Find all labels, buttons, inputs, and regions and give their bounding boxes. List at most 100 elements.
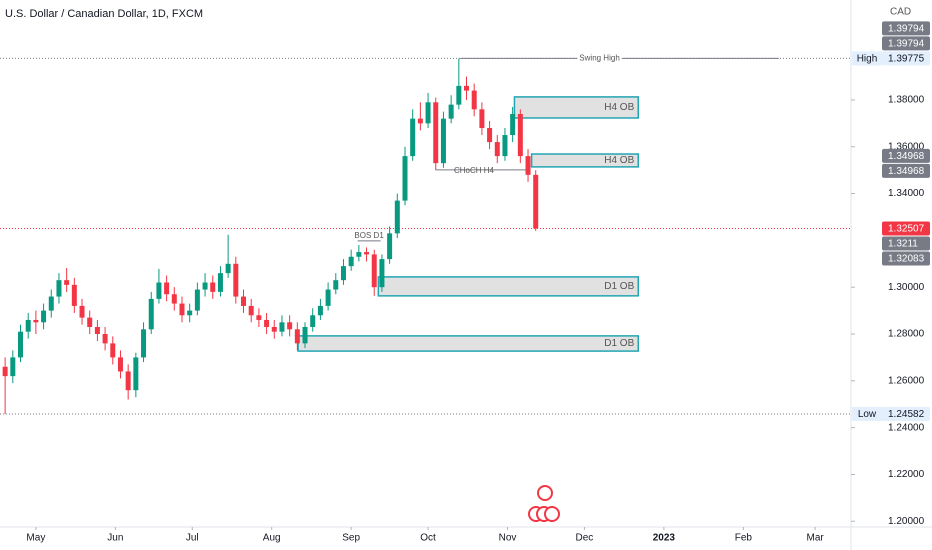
candle-body [364, 252, 370, 255]
price-badge-label: 1.39775 [888, 54, 925, 65]
candle-body [41, 310, 47, 323]
price-badge-label: 1.34968 [888, 166, 925, 177]
candle-body [410, 118, 416, 157]
x-tick-label: Aug [263, 533, 281, 544]
price-badge-label: 1.39794 [888, 39, 925, 50]
candle-body [279, 322, 285, 332]
candle-body [310, 315, 316, 327]
y-tick-label: 1.34000 [888, 188, 925, 199]
candle-body [202, 282, 208, 290]
order-block-label: D1 OB [604, 281, 634, 292]
candle-body [64, 280, 70, 285]
candle-body [18, 331, 24, 358]
candle-body [494, 142, 500, 157]
candle-body [325, 289, 331, 306]
candle-body [433, 102, 439, 164]
y-tick-label: 1.38000 [888, 95, 925, 106]
candle-body [340, 266, 346, 281]
candle-body [233, 263, 239, 297]
order-block [297, 335, 639, 352]
candle-body [10, 357, 16, 377]
candle-body [256, 315, 262, 320]
candle-body [533, 174, 539, 229]
candle-body [141, 329, 147, 358]
candle-body [148, 298, 154, 330]
candle-body [110, 343, 116, 358]
candle-body [271, 326, 277, 332]
badge-tag [852, 407, 882, 422]
x-tick-label: Dec [576, 533, 594, 544]
price-badge [882, 148, 930, 163]
x-tick-label: Jul [186, 533, 199, 544]
x-tick-label: Sep [342, 533, 360, 544]
price-badge [882, 407, 930, 422]
candle-body [264, 319, 270, 327]
candle-body [248, 305, 254, 316]
price-badge [882, 221, 930, 236]
candle-body [94, 326, 100, 335]
x-tick-label: Mar [806, 533, 824, 544]
price-badge [882, 251, 930, 266]
candle-body [379, 259, 385, 288]
candle-body [179, 303, 185, 316]
structure-label: CHoCH H4 [454, 166, 495, 175]
y-tick-label: 1.26000 [888, 375, 925, 386]
candle-body [187, 310, 193, 316]
candle-body [294, 329, 300, 344]
candle-body [471, 90, 477, 110]
x-tick-label: 2023 [653, 533, 676, 544]
candle-body [425, 102, 431, 124]
candle-body [525, 156, 531, 175]
plot: H4 OB H4 OB D1 OB D1 OB BOS D1 CHoCH H4 Swing … [0, 53, 855, 530]
price-badge [882, 51, 930, 66]
order-block [377, 276, 639, 297]
candle-body [487, 128, 493, 143]
x-tick-label: Feb [735, 533, 753, 544]
candle-body [387, 233, 393, 260]
y-tick-label: 1.28000 [888, 329, 925, 340]
label-bg [577, 53, 622, 63]
candle-body [125, 371, 131, 391]
x-tick-label: Nov [499, 533, 517, 544]
candle-body [2, 366, 8, 377]
order-block [530, 153, 639, 168]
order-block [513, 96, 640, 119]
candle-body [102, 334, 108, 344]
candle-body [502, 135, 508, 157]
candle-body [287, 322, 293, 330]
candle-body [448, 104, 454, 119]
x-tick-label: Jun [107, 533, 123, 544]
badge-tag-label: Low [858, 409, 877, 420]
candle-body [317, 305, 323, 316]
structure-label: BOS D1 [354, 231, 384, 240]
candle-body [241, 296, 247, 306]
candle-body [394, 200, 400, 234]
price-badge-label: 1.32507 [888, 224, 925, 235]
event-icons [528, 485, 560, 522]
price-badge-label: 1.24582 [888, 409, 925, 420]
candle-body [194, 289, 200, 311]
candle-body [356, 252, 362, 257]
candle-body [517, 113, 523, 157]
order-block-label: D1 OB [604, 338, 634, 349]
price-badge-label: 1.39794 [888, 24, 925, 35]
candle-body [79, 305, 85, 318]
price-badge [882, 21, 930, 36]
x-tick-label: May [26, 533, 45, 544]
y-tick-label: 1.36000 [888, 141, 925, 152]
candle-body [210, 282, 216, 292]
order-block-label: H4 OB [604, 102, 634, 113]
candle-body [456, 85, 462, 105]
candle-body [402, 156, 408, 201]
price-badge [882, 236, 930, 251]
candle-body [48, 296, 54, 311]
candle-body [71, 284, 77, 306]
candle-body [25, 319, 31, 332]
chart-title: U.S. Dollar / Canadian Dollar, 1D, FXCM [5, 8, 203, 20]
candle-body [371, 254, 377, 288]
candle-body [479, 109, 485, 129]
candle-body [171, 294, 177, 304]
candle-body [440, 118, 446, 164]
candle-body [302, 326, 308, 344]
